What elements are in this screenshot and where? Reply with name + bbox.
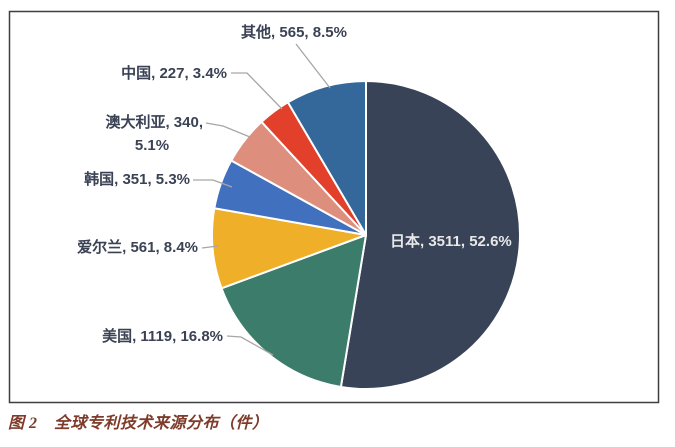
pie-label-usa: 美国, 1119, 16.8% <box>102 327 223 345</box>
pie-slice-japan <box>339 80 521 390</box>
leader-line-ireland <box>201 245 219 249</box>
leader-line-australia <box>205 122 251 138</box>
pie-label-australia: 澳大利亚, 340, <box>105 113 203 131</box>
leader-line-korea <box>193 179 233 188</box>
leader-line-china <box>231 72 283 110</box>
pie-label-australia-line2: 5.1% <box>135 137 169 154</box>
pie-chart: 日本, 3511, 52.6% 美国, 1119, 16.8% 爱尔兰, 561, … <box>8 10 660 404</box>
pie-label-other: 其他, 565, 8.5% <box>241 23 347 41</box>
figure-caption: 图 2 全球专利技术来源分布（件） <box>8 415 269 432</box>
pie-label-china: 中国, 227, 3.4% <box>121 64 227 82</box>
pie-slice-usa <box>220 234 367 388</box>
pie-label-japan: 日本, 3511, 52.6% <box>390 232 512 250</box>
leader-line-other <box>295 43 331 89</box>
leader-line-usa <box>226 335 274 356</box>
pie-slice-other <box>286 80 367 236</box>
pie-label-ireland: 爱尔兰, 561, 8.4% <box>77 238 198 256</box>
pie-label-korea: 韩国, 351, 5.3% <box>84 170 190 188</box>
